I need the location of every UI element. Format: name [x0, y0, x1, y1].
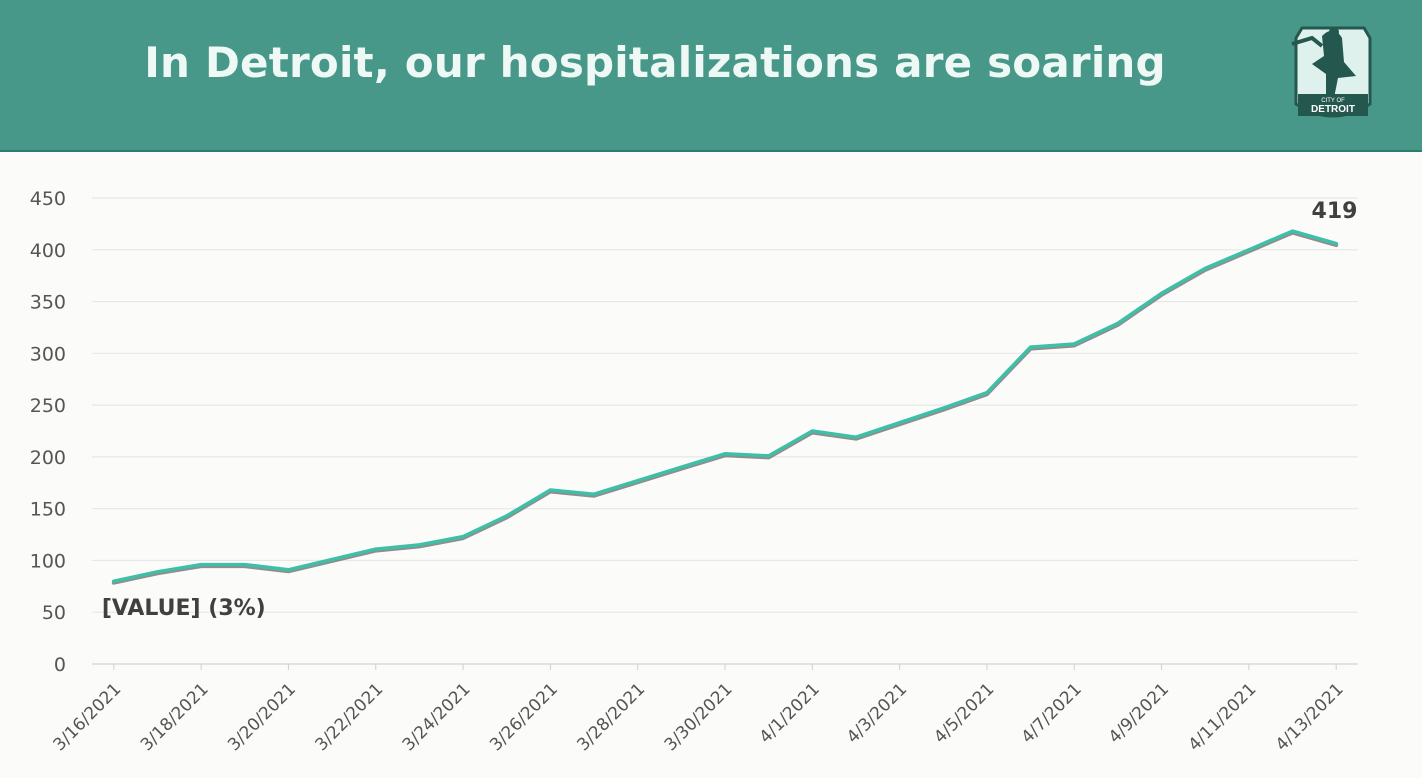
y-axis-ticks: 0 50 100 150 200 250 300 350 400 450 [30, 188, 66, 676]
x-tick-label: 3/22/2021 [312, 679, 388, 755]
series-line [111, 229, 1339, 585]
x-tick-label: 3/24/2021 [399, 679, 475, 755]
x-tick-label: 3/30/2021 [661, 679, 737, 755]
data-point [636, 479, 640, 483]
y-tick-label: 150 [30, 499, 66, 521]
data-point [112, 579, 116, 583]
data-point [548, 488, 552, 492]
city-of-detroit-logo: CITY OF DETROIT [1291, 26, 1372, 118]
y-tick-label: 100 [30, 550, 66, 572]
y-tick-label: 450 [30, 188, 66, 210]
x-tick-label: 4/1/2021 [756, 679, 824, 747]
data-point [330, 557, 334, 562]
y-tick-label: 300 [30, 343, 66, 365]
data-point [155, 570, 160, 574]
data-point [1247, 248, 1251, 252]
data-point [898, 421, 902, 425]
data-point [941, 406, 945, 410]
data-point [1203, 266, 1207, 271]
data-point [854, 435, 858, 439]
data-point [199, 562, 203, 567]
x-tick-label: 4/13/2021 [1272, 679, 1348, 755]
y-tick-label: 400 [30, 240, 66, 262]
y-tick-label: 350 [30, 292, 66, 314]
data-point [810, 429, 814, 433]
hospitalizations-line-chart: 0 50 100 150 200 250 300 350 400 450 3/16/2021 3/1… [30, 188, 1358, 755]
data-label: [VALUE] (3%) [102, 596, 266, 621]
data-label: 419 [1312, 199, 1358, 224]
y-tick-label: 0 [54, 654, 66, 676]
slide-title: In Detroit, our hospitalizations are soa… [144, 38, 1166, 87]
data-point [1028, 345, 1033, 349]
data-point [1334, 241, 1338, 246]
data-point [505, 514, 509, 518]
data-point [723, 452, 727, 456]
data-point [243, 562, 247, 567]
data-point [374, 547, 378, 551]
data-point [679, 465, 683, 469]
x-tick-label: 3/26/2021 [486, 679, 562, 755]
x-tick-label: 3/16/2021 [50, 679, 126, 755]
data-point [461, 535, 465, 539]
x-tick-label: 4/7/2021 [1018, 679, 1086, 747]
y-tick-label: 250 [30, 395, 66, 417]
y-tick-label: 200 [30, 447, 66, 469]
logo-text-top: CITY OF [1321, 98, 1345, 104]
x-tick-label: 4/11/2021 [1185, 679, 1261, 755]
slide-header: In Detroit, our hospitalizations are soa… [0, 0, 1422, 152]
series-line-shadow [111, 230, 1339, 585]
data-point [1116, 321, 1120, 325]
data-point [1159, 291, 1164, 295]
data-point [1072, 342, 1076, 346]
y-tick-label: 50 [42, 602, 66, 624]
data-point [417, 543, 422, 547]
data-point [592, 492, 596, 496]
x-tick-label: 4/9/2021 [1105, 679, 1173, 747]
data-labels: [VALUE] (3%) 419 [102, 199, 1358, 621]
x-tick-label: 4/5/2021 [930, 679, 998, 747]
grid-lines [92, 197, 1358, 665]
logo-text-bottom: DETROIT [1311, 104, 1355, 115]
x-tick-label: 4/3/2021 [843, 679, 911, 747]
x-tick-label: 3/18/2021 [137, 679, 213, 755]
data-point [985, 391, 989, 395]
x-tick-label: 3/28/2021 [573, 679, 649, 755]
data-point [286, 568, 291, 572]
data-point [1290, 229, 1295, 233]
series-line-0 [112, 229, 1338, 583]
x-tick-label: 3/20/2021 [224, 679, 300, 755]
data-point [767, 454, 771, 458]
x-axis-ticks: 3/16/2021 3/18/2021 3/20/2021 3/22/2021 3/24… [50, 664, 1348, 755]
